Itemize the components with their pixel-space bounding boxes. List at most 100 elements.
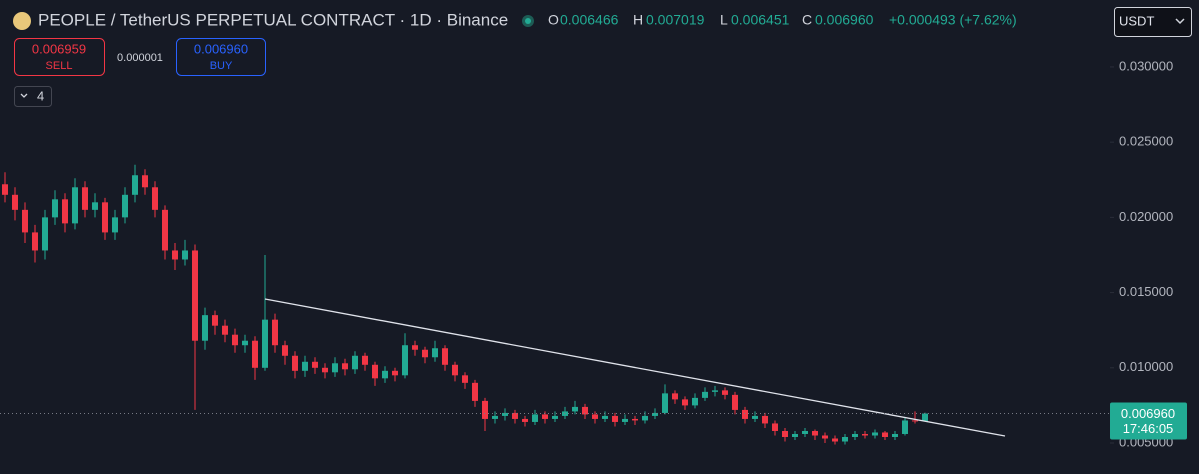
- change: +0.000493 (+7.62%): [889, 12, 1017, 28]
- candle-body: [142, 175, 148, 188]
- y-tick-label: 0.020000: [1119, 209, 1173, 224]
- candle-body: [802, 430, 808, 434]
- candle-body: [662, 393, 668, 413]
- candle-body: [862, 433, 868, 436]
- candle-body: [832, 438, 838, 442]
- candle-body: [192, 250, 198, 341]
- candle-body: [102, 202, 108, 233]
- candle-body: [672, 393, 678, 400]
- candle-body: [182, 250, 188, 260]
- price-tag: [1110, 402, 1187, 440]
- candle-body: [902, 420, 908, 434]
- candle-body: [152, 187, 158, 210]
- candle-body: [2, 184, 8, 195]
- candle-body: [352, 355, 358, 370]
- candle-body: [172, 250, 178, 260]
- candle-body: [742, 409, 748, 419]
- candle-body: [702, 391, 708, 398]
- candle-body: [462, 375, 468, 383]
- candle-body: [762, 415, 768, 424]
- candle-body: [422, 349, 428, 358]
- indicator-count: 4: [37, 88, 44, 103]
- currency-select[interactable]: [1114, 7, 1192, 37]
- candle-body: [722, 390, 728, 395]
- candle-body: [922, 413, 928, 421]
- ohlc-value: 0.007019: [646, 12, 705, 28]
- candle-body: [532, 414, 538, 422]
- candle-body: [912, 420, 918, 422]
- sell-price: 0.006959: [32, 41, 86, 56]
- candle-body: [292, 355, 298, 371]
- candle-body: [612, 415, 618, 422]
- candle-body: [842, 436, 848, 442]
- candle-body: [82, 187, 88, 210]
- candle-body: [542, 414, 548, 419]
- candle-body: [62, 199, 68, 224]
- candle-body: [212, 315, 218, 326]
- candle-body: [42, 217, 48, 251]
- buy-button[interactable]: [176, 38, 266, 76]
- ohlc-key: H: [633, 12, 643, 28]
- ohlc-key: L: [720, 12, 728, 28]
- candle-body: [642, 415, 648, 421]
- candle-body: [572, 406, 578, 412]
- candle-body: [282, 345, 288, 356]
- candle-body: [682, 399, 688, 406]
- indicator-toggle[interactable]: [14, 86, 52, 107]
- candle-body: [122, 194, 128, 218]
- candle-body: [502, 412, 508, 416]
- sell-button[interactable]: [14, 38, 105, 76]
- candle-body: [272, 319, 278, 346]
- candle-body: [622, 418, 628, 422]
- candle-body: [512, 412, 518, 419]
- candle-body: [132, 175, 138, 195]
- candle-body: [222, 325, 228, 335]
- candle-body: [92, 202, 98, 210]
- plot: 0.0050000.0100000.0150000.0200000.025000…: [0, 58, 1173, 449]
- candle-body: [632, 418, 638, 421]
- candle-body: [772, 423, 778, 431]
- candle-body: [822, 435, 828, 439]
- sell-label: SELL: [46, 60, 73, 72]
- ohlc-value: 0.006960: [815, 12, 874, 28]
- buy-price: 0.006960: [194, 41, 248, 56]
- currency-label: USDT: [1119, 13, 1154, 28]
- candle-body: [432, 348, 438, 358]
- candle-body: [652, 412, 658, 416]
- candle-body: [72, 187, 78, 224]
- candle-body: [312, 361, 318, 368]
- candle-body: [332, 363, 338, 373]
- candle-body: [162, 209, 168, 251]
- candle-body: [472, 382, 478, 401]
- ohlc-key: O: [548, 12, 559, 28]
- status-dot-inner: [525, 18, 531, 24]
- overlay: PEOPLE / TetherUS PERPETUAL CONTRACT · 1…: [13, 7, 1192, 107]
- y-tick-label: 0.015000: [1119, 284, 1173, 299]
- spread: 0.000001: [117, 52, 163, 64]
- title: PEOPLE / TetherUS PERPETUAL CONTRACT · 1…: [38, 10, 508, 29]
- symbol-icon: [13, 12, 31, 30]
- candle-body: [602, 415, 608, 419]
- candle-body: [692, 397, 698, 406]
- candle-body: [242, 340, 248, 346]
- price-tag-label: 0.006960: [1121, 406, 1175, 421]
- candle-body: [342, 363, 348, 370]
- candle-body: [712, 390, 718, 392]
- ohlc-value: 0.006451: [731, 12, 790, 28]
- candle-body: [492, 415, 498, 419]
- candle-body: [522, 418, 528, 422]
- candle-body: [112, 217, 118, 233]
- trendline: [264, 298, 1006, 437]
- candle-body: [482, 400, 488, 419]
- candle-body: [872, 432, 878, 436]
- candle-body: [412, 345, 418, 350]
- candle-body: [362, 355, 368, 365]
- candle-body: [22, 209, 28, 233]
- candle-body: [892, 433, 898, 437]
- candle-body: [752, 415, 758, 419]
- toggle-caret: [20, 93, 28, 98]
- ohlc-key: C: [802, 12, 812, 28]
- candle-body: [402, 345, 408, 376]
- candle-body: [322, 367, 328, 373]
